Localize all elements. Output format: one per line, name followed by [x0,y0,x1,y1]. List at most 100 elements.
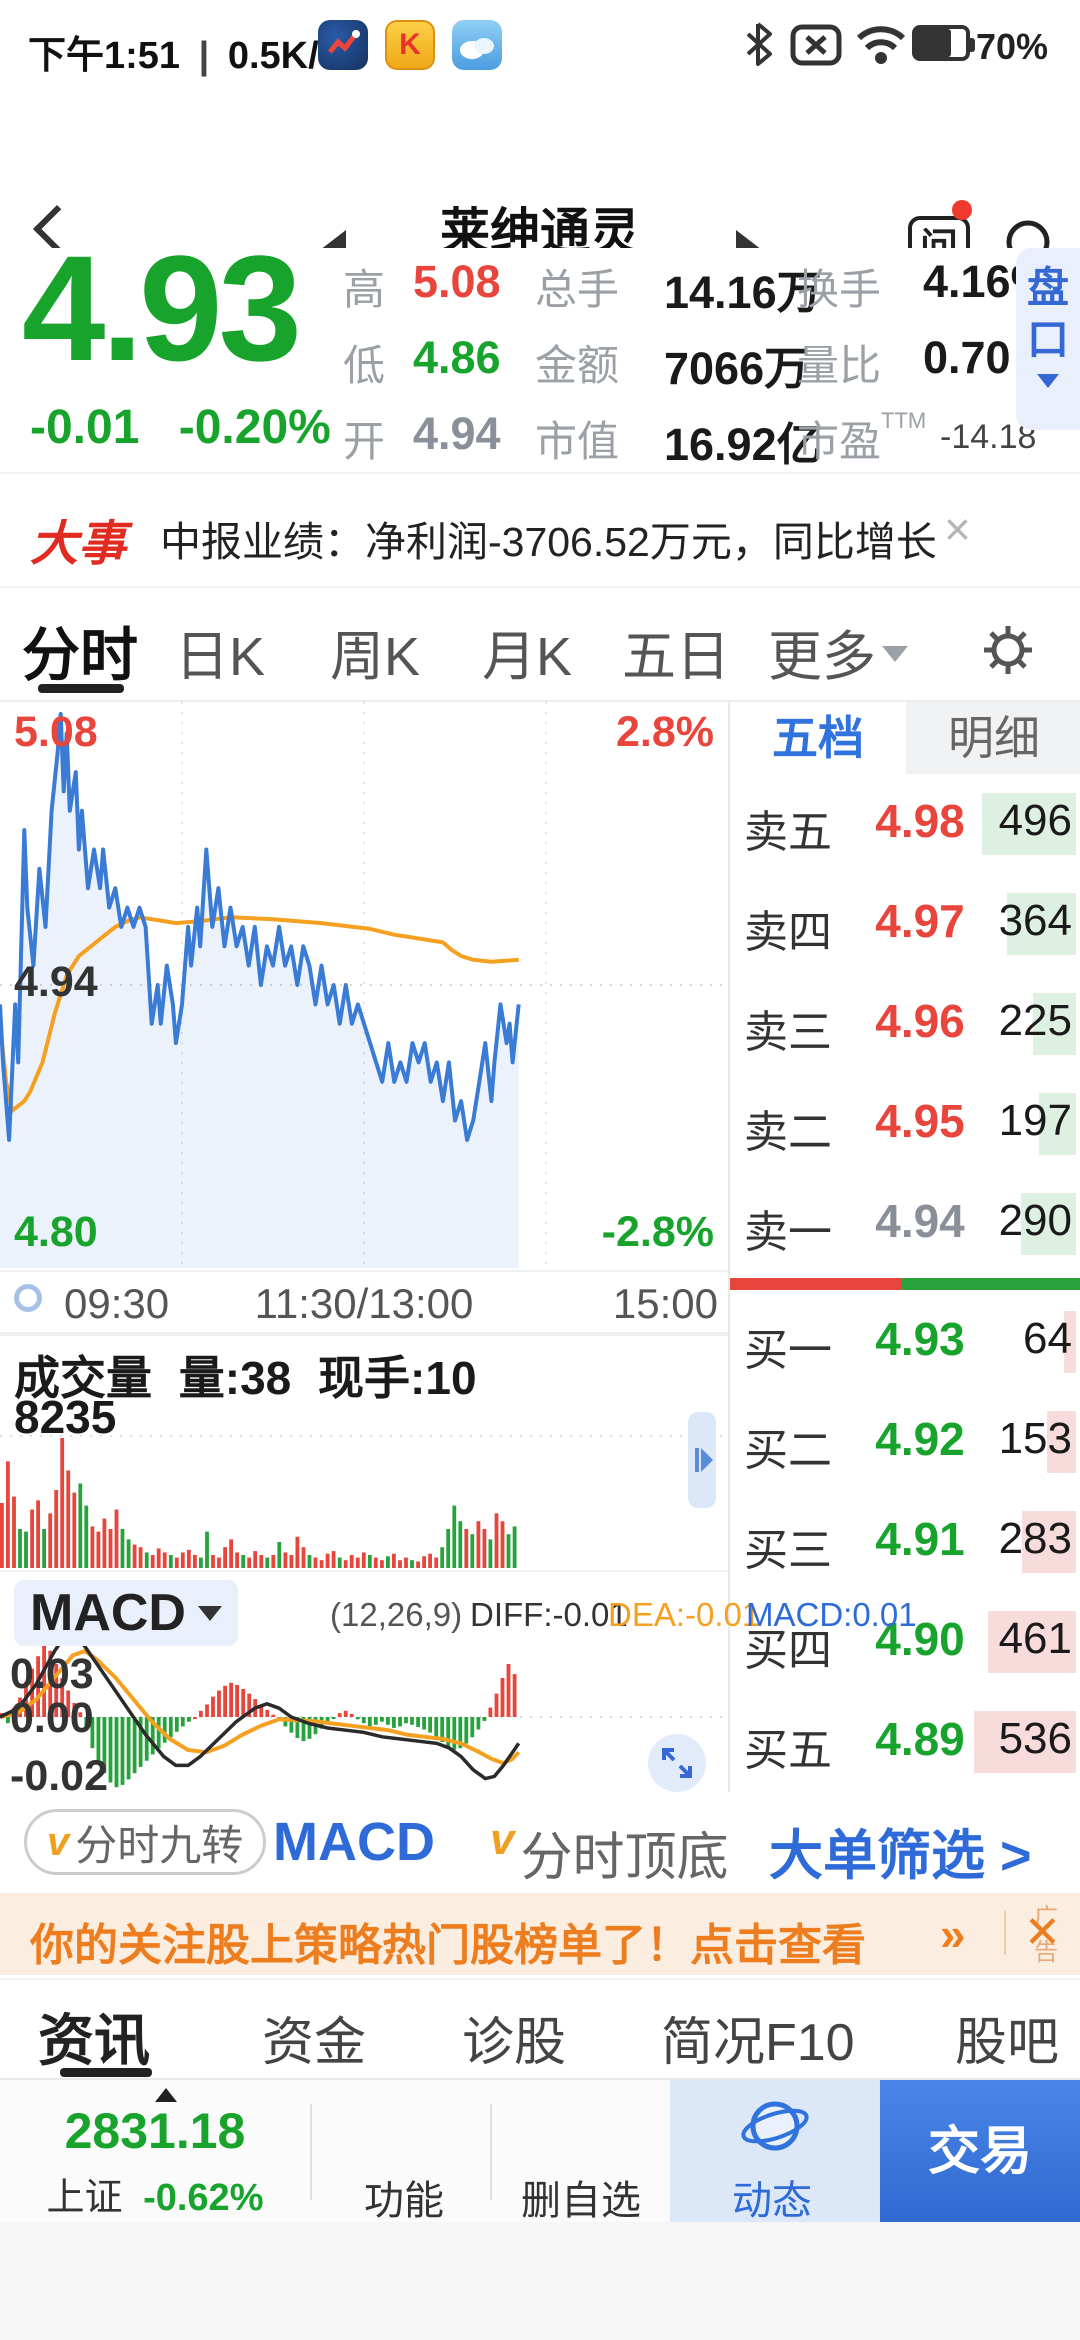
active-section-underline [60,2068,152,2077]
period-tab-分时[interactable]: 分时 [22,623,139,688]
news-banner[interactable]: 大事 中报业绩：净利润-3706.52万元，同比增长… × [0,472,1080,588]
dynamics-button[interactable]: 动态 [670,2080,880,2224]
expand-chart-button[interactable] [648,1734,706,1792]
quote-panel: 4.93 -0.01 -0.20% 高 5.08 总手 14.16万 换手 4.16% 低 4… [0,224,1080,470]
stat-label: 金额 [535,342,620,389]
order-row-买一[interactable]: 买一 4.93 64 [730,1292,1080,1392]
period-tab-月K[interactable]: 月K [482,627,573,687]
level-label: 买二 [744,1426,832,1475]
index-name: 上证 [46,2177,123,2219]
section-tab-股吧[interactable]: 股吧 [955,2014,1060,2072]
level-quantity: 290 [998,1196,1072,1245]
stat-value: 5.08 [413,256,501,307]
stat-label: 量比 [797,342,882,389]
order-row-买二[interactable]: 买二 4.92 153 [730,1392,1080,1492]
intraday-price-chart[interactable] [0,702,728,1270]
big-order-filter-link[interactable]: 大单筛选 > [769,1826,1032,1886]
trade-button[interactable]: 交易 [880,2080,1080,2224]
depth-bar [1033,993,1076,1055]
macd-axis-top: 0.03 [10,1650,94,1698]
period-tab-更多[interactable]: 更多 [768,627,876,687]
ad-tag: 广告 [1034,1904,1058,1966]
status-separator: | [198,35,210,77]
wifi-icon [856,26,906,64]
stat-label: 低 [343,342,386,389]
bottom-action-bar: 2831.18 上证 -0.62% 功能 删自选 动态 交易 [0,2078,1080,2224]
level-quantity: 283 [998,1514,1072,1563]
news-close-icon[interactable]: × [944,503,971,555]
stat-value: 0.70 [923,332,1011,383]
level-label: 卖一 [744,1208,832,1257]
clock: 下午1:51 [28,35,181,77]
news-text: 中报业绩：净利润-3706.52万元，同比增长… [160,519,940,565]
indicator-top-bottom[interactable]: v 分时顶底 [490,1815,729,1890]
volume-pane[interactable]: 成交量 量:38 现手:10 8235 [0,1334,728,1570]
planet-icon [741,2101,809,2151]
chart-low-pct-label: -2.8% [601,1208,714,1256]
news-tag: 大事 [30,518,127,571]
remove-watchlist-button[interactable]: 删自选 [521,2179,641,2223]
section-tab-简况F10[interactable]: 简况F10 [661,2014,855,2072]
stat-value: 14.16万 [664,267,822,318]
index-value[interactable]: 2831.18 [64,2103,246,2159]
order-row-买四[interactable]: 买四 4.90 461 [730,1592,1080,1692]
pankou-tab[interactable]: 盘 口 [1016,248,1080,430]
order-row-买三[interactable]: 买三 4.91 283 [730,1492,1080,1592]
ad-close-icon[interactable]: ✕ [1024,1908,1061,1957]
order-row-买五[interactable]: 买五 4.89 536 [730,1692,1080,1792]
ad-more-icon[interactable]: » [940,1908,966,1960]
stat-label: 高 [343,266,386,313]
level-quantity: 64 [1023,1314,1072,1363]
level-price: 4.92 [875,1413,965,1465]
chart-settings-gear-icon[interactable] [982,624,1034,676]
stat-label: 开 [343,418,386,465]
macd-chip-label: MACD [30,1584,186,1642]
section-tab-诊股[interactable]: 诊股 [462,2014,567,2072]
level-price: 4.94 [875,1195,965,1247]
functions-button[interactable]: 功能 [364,2179,444,2223]
macd-selector-chip[interactable]: MACD [14,1580,238,1646]
index-sub-row: 上证 -0.62% [0,2166,310,2221]
tab-details[interactable]: 明细 [948,712,1040,764]
depth-bar [974,1711,1076,1773]
ad-banner[interactable]: 你的关注股上策略热门股榜单了！点击查看 广告 » ✕ [0,1893,1080,1975]
tab-five-levels[interactable]: 五档 [730,702,906,774]
stat-value: 16.92亿 [664,419,822,470]
chart-high-pct-label: 2.8% [615,708,714,756]
expand-arrows-icon [662,1748,692,1778]
order-book-tabs: 五档 明细 [730,702,1080,774]
battery-icon [912,25,975,61]
macd-pane[interactable]: MACD (12,26,9) DIFF:-0.01 DEA:-0.01 MACD… [0,1570,917,1800]
level-price: 4.93 [875,1313,965,1365]
handle-bar-icon [695,1448,699,1472]
order-row-卖一[interactable]: 卖一 4.94 290 [730,1174,1080,1274]
section-tab-bar: 资讯 资金 诊股 简况F10 股吧 [0,1978,1080,2078]
period-tab-日K[interactable]: 日K [175,627,266,687]
index-pct: -0.62% [143,2177,264,2219]
section-tab-资讯[interactable]: 资讯 [38,2009,150,2072]
volume-title: 成交量 [14,1352,152,1404]
level-label: 卖四 [744,908,832,957]
period-tab-周K[interactable]: 周K [330,627,421,687]
stat-label: 换手 [797,266,882,313]
indicator-nine-turns[interactable]: v 分时九转 [24,1809,267,1875]
order-row-卖五[interactable]: 卖五 4.98 496 [730,774,1080,874]
depth-bar [1064,1311,1076,1373]
depth-bar [1022,1511,1076,1573]
order-row-卖三[interactable]: 卖三 4.96 225 [730,974,1080,1074]
handle-play-icon [701,1448,713,1472]
ad-divider [1004,1911,1006,1955]
indicator-macd[interactable]: MACD [273,1812,435,1872]
chart-low-label: 4.80 [14,1208,98,1256]
stat-value: 4.94 [413,408,501,459]
stat-label: 市值 [535,418,620,465]
time-marker-icon[interactable] [14,1284,42,1312]
order-row-卖二[interactable]: 卖二 4.95 197 [730,1074,1080,1174]
pane-expand-handle[interactable] [688,1412,716,1508]
order-row-卖四[interactable]: 卖四 4.97 364 [730,874,1080,974]
section-tab-资金[interactable]: 资金 [262,2014,367,2072]
level-price: 4.97 [875,895,965,947]
time-open: 09:30 [64,1280,170,1327]
period-tab-五日[interactable]: 五日 [622,627,730,687]
